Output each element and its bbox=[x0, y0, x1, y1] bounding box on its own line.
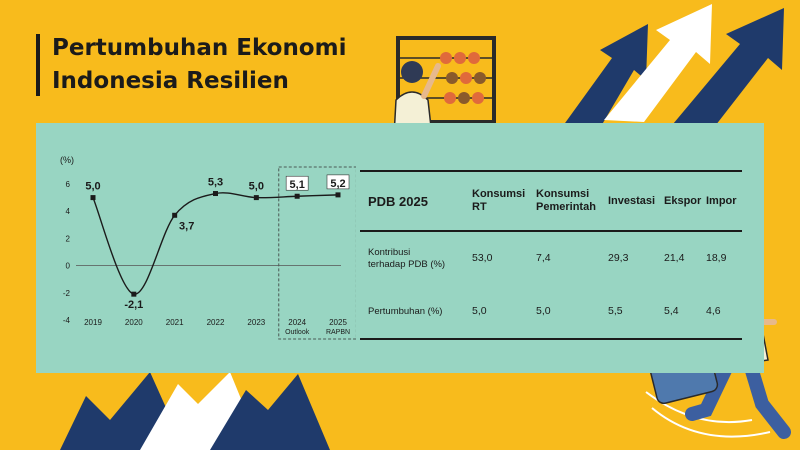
table-row-pertumbuhan: Pertumbuhan (%) 5,0 5,0 5,5 5,4 4,6 bbox=[360, 285, 742, 339]
table-cell: 21,4 bbox=[664, 252, 685, 264]
data-point bbox=[172, 212, 178, 218]
data-label: 5,1 bbox=[290, 179, 305, 191]
y-tick-label: 4 bbox=[66, 207, 71, 216]
column-header-impor: Impor bbox=[706, 194, 737, 207]
gdp-2025-table: PDB 2025 Konsumsi RT Konsumsi Pemerintah… bbox=[360, 170, 742, 340]
data-point bbox=[90, 195, 96, 201]
table-row-kontribusi: Kontribusi terhadap PDB (%) 53,0 7,4 29,… bbox=[360, 231, 742, 285]
data-point bbox=[213, 191, 218, 197]
data-label: 5,0 bbox=[85, 181, 100, 193]
table-cell: 53,0 bbox=[472, 252, 493, 264]
y-tick-label: 6 bbox=[66, 180, 71, 189]
data-point bbox=[253, 195, 259, 201]
x-tick-sublabel: Outlook bbox=[285, 329, 310, 336]
data-point bbox=[335, 192, 341, 198]
x-tick-sublabel: RAPBN bbox=[326, 329, 350, 336]
data-label: -2,1 bbox=[124, 299, 143, 311]
table-cell: 18,9 bbox=[706, 252, 727, 264]
data-label: 5,2 bbox=[330, 178, 345, 190]
row-label-line: Kontribusi bbox=[368, 246, 411, 258]
projection-box bbox=[278, 166, 356, 340]
table-cell: 7,4 bbox=[536, 252, 551, 264]
y-axis-label: (%) bbox=[60, 155, 74, 165]
table-cell: 29,3 bbox=[608, 252, 629, 264]
x-tick-label: 2021 bbox=[166, 318, 184, 327]
rising-arrows-bottom-left-icon bbox=[60, 372, 330, 450]
column-header-konsumsi-pemerintah: Konsumsi Pemerintah bbox=[536, 171, 608, 231]
page-title-line2: Indonesia Resilien bbox=[52, 68, 289, 94]
column-header-line: RT bbox=[472, 201, 487, 213]
data-label: 5,3 bbox=[208, 177, 223, 189]
x-tick-label: 2023 bbox=[247, 318, 265, 327]
column-header-line: Pemerintah bbox=[536, 201, 596, 213]
table-cell: 5,0 bbox=[472, 305, 487, 317]
column-header-line: Konsumsi bbox=[536, 188, 590, 200]
table-cell: 4,6 bbox=[706, 305, 721, 317]
title-accent-bar bbox=[36, 34, 40, 96]
table-cell: 5,4 bbox=[664, 305, 679, 317]
page-title: Pertumbuhan Ekonomi Indonesia Resilien bbox=[52, 32, 346, 98]
column-header-line: Konsumsi bbox=[472, 188, 526, 200]
x-tick-label: 2020 bbox=[125, 318, 143, 327]
data-point bbox=[294, 193, 300, 199]
column-header-konsumsi-rt: Konsumsi RT bbox=[472, 171, 536, 231]
table-corner-label: PDB 2025 bbox=[368, 193, 428, 209]
gdp-growth-line bbox=[92, 192, 339, 295]
table-cell: 5,5 bbox=[608, 305, 623, 317]
x-tick-label: 2019 bbox=[84, 318, 102, 327]
data-label-box bbox=[285, 175, 309, 191]
rising-arrows-top-right-icon bbox=[560, 4, 784, 130]
content-panel bbox=[36, 123, 764, 373]
column-header-investasi: Investasi bbox=[608, 194, 656, 207]
x-tick-label: 2025 bbox=[329, 318, 347, 327]
table-cell: 5,0 bbox=[536, 305, 551, 317]
x-tick-label: 2022 bbox=[207, 318, 225, 327]
column-header-ekspor: Ekspor bbox=[664, 194, 702, 207]
data-label-box bbox=[326, 174, 350, 190]
y-tick-label: 0 bbox=[66, 262, 71, 271]
table-header-row: PDB 2025 Konsumsi RT Konsumsi Pemerintah… bbox=[360, 171, 742, 231]
row-label-line: terhadap PDB (%) bbox=[368, 258, 446, 270]
gdp-growth-chart: (%) 6 4 2 0 -2 -4 2019 2020 2021 2022 2023 2024 Outl… bbox=[60, 155, 356, 340]
y-tick-label: -4 bbox=[63, 316, 71, 325]
x-tick-label: 2024 bbox=[288, 318, 306, 327]
data-point bbox=[131, 291, 137, 297]
row-label-kontribusi: Kontribusi terhadap PDB (%) bbox=[360, 231, 472, 285]
y-tick-label: 2 bbox=[66, 234, 71, 243]
abacus-worker-icon bbox=[393, 36, 496, 137]
page-title-line1: Pertumbuhan Ekonomi bbox=[52, 35, 347, 61]
data-label: 5,0 bbox=[249, 181, 264, 193]
row-label-pertumbuhan: Pertumbuhan (%) bbox=[368, 305, 443, 317]
data-label: 3,7 bbox=[179, 220, 194, 232]
y-tick-label: -2 bbox=[63, 289, 71, 298]
